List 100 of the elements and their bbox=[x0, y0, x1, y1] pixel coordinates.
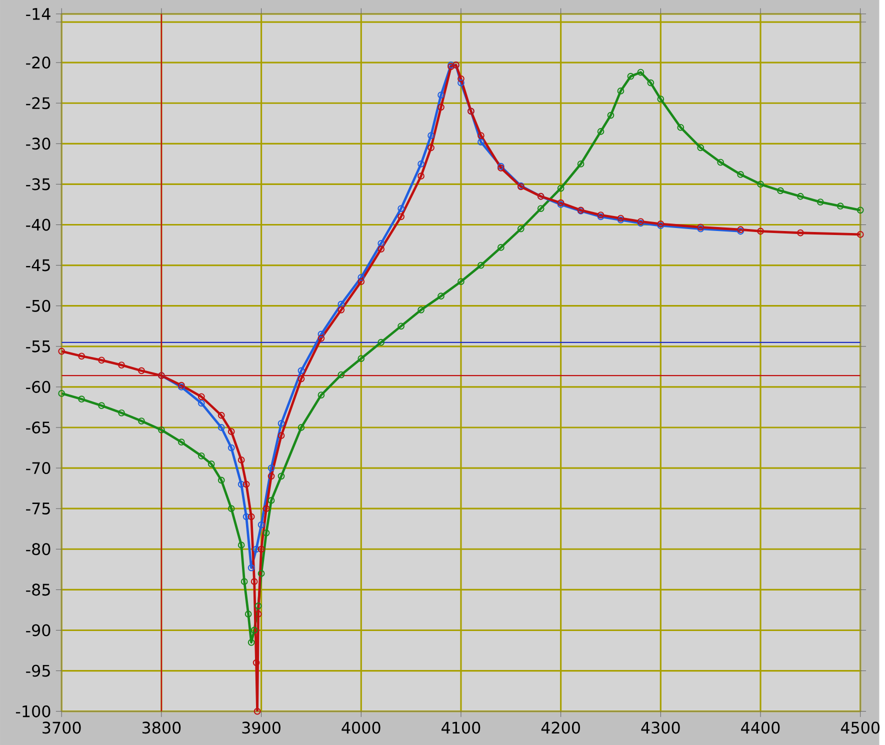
point bbox=[252, 546, 260, 553]
point bbox=[298, 367, 305, 374]
point bbox=[208, 460, 215, 468]
point bbox=[777, 187, 784, 194]
point bbox=[240, 578, 248, 585]
point bbox=[856, 206, 864, 214]
point bbox=[138, 418, 145, 424]
point bbox=[497, 244, 504, 251]
point bbox=[338, 300, 345, 308]
point bbox=[242, 480, 250, 488]
point bbox=[816, 198, 824, 206]
point bbox=[856, 231, 864, 238]
point bbox=[517, 225, 524, 232]
point bbox=[458, 278, 464, 285]
y-tick-label: -95 bbox=[26, 664, 50, 677]
point bbox=[378, 246, 385, 252]
point bbox=[338, 371, 345, 378]
point bbox=[278, 420, 285, 427]
y-tick-label: -55 bbox=[26, 340, 50, 352]
x-tick-label: 3700 bbox=[42, 722, 81, 734]
point bbox=[252, 659, 260, 666]
point bbox=[458, 75, 464, 82]
point bbox=[637, 68, 644, 76]
point bbox=[358, 278, 365, 285]
point bbox=[358, 355, 365, 362]
point bbox=[278, 472, 285, 480]
point bbox=[258, 521, 265, 528]
point bbox=[318, 330, 325, 338]
point bbox=[238, 480, 245, 488]
point bbox=[254, 708, 261, 715]
y-tick-label: -60 bbox=[26, 380, 50, 393]
point bbox=[398, 322, 405, 330]
point bbox=[78, 396, 86, 403]
point bbox=[557, 184, 564, 192]
point bbox=[198, 393, 205, 400]
point bbox=[262, 529, 270, 536]
point bbox=[228, 505, 235, 512]
point bbox=[98, 356, 105, 364]
point bbox=[118, 409, 125, 416]
point bbox=[198, 452, 205, 460]
y-tick-label: -30 bbox=[26, 138, 50, 150]
point bbox=[268, 496, 275, 504]
point bbox=[198, 400, 205, 407]
point bbox=[254, 602, 262, 610]
point bbox=[258, 546, 265, 553]
y-tick-label: -75 bbox=[26, 502, 50, 514]
point bbox=[250, 578, 258, 585]
x-tick-label: 4100 bbox=[442, 722, 480, 734]
point bbox=[98, 402, 105, 409]
point bbox=[418, 160, 424, 168]
point bbox=[248, 638, 255, 646]
point bbox=[478, 262, 484, 269]
point bbox=[242, 513, 250, 520]
point bbox=[737, 170, 744, 178]
point bbox=[268, 464, 275, 472]
point bbox=[378, 240, 385, 247]
y-tick-label: -65 bbox=[26, 421, 50, 434]
point bbox=[717, 158, 724, 166]
point bbox=[318, 334, 325, 342]
y-tick-label: -14 bbox=[26, 8, 50, 20]
point bbox=[398, 205, 405, 212]
point bbox=[298, 424, 305, 431]
point bbox=[438, 92, 444, 98]
point bbox=[178, 438, 185, 446]
y-tick-label: -35 bbox=[26, 178, 50, 190]
point bbox=[438, 292, 444, 300]
point bbox=[58, 390, 66, 397]
x-tick-label: 4000 bbox=[342, 722, 380, 734]
point bbox=[797, 192, 804, 200]
point bbox=[378, 338, 385, 346]
point bbox=[158, 426, 165, 434]
x-tick-label: 3800 bbox=[142, 722, 181, 734]
x-tick-label: 4300 bbox=[641, 722, 680, 734]
point bbox=[238, 456, 245, 464]
point bbox=[298, 375, 305, 382]
y-tick-label: -45 bbox=[26, 259, 50, 272]
point bbox=[797, 229, 804, 236]
point bbox=[607, 112, 614, 119]
point bbox=[627, 72, 634, 80]
point bbox=[338, 306, 345, 314]
point bbox=[677, 124, 684, 131]
x-tick-label: 4400 bbox=[741, 722, 780, 734]
point bbox=[757, 228, 764, 235]
point bbox=[647, 79, 654, 86]
point bbox=[78, 352, 86, 360]
point bbox=[138, 367, 145, 374]
point bbox=[268, 472, 275, 480]
point bbox=[238, 542, 245, 548]
point bbox=[318, 392, 325, 398]
point bbox=[262, 505, 270, 512]
point bbox=[248, 513, 255, 520]
point bbox=[428, 144, 434, 152]
x-tick-label: 3900 bbox=[242, 722, 280, 734]
point bbox=[697, 144, 704, 152]
point bbox=[58, 348, 66, 355]
y-tick-label: -50 bbox=[26, 300, 50, 312]
point bbox=[458, 79, 464, 86]
point bbox=[537, 205, 544, 212]
x-tick-label: 4200 bbox=[541, 722, 580, 734]
point bbox=[418, 172, 424, 180]
